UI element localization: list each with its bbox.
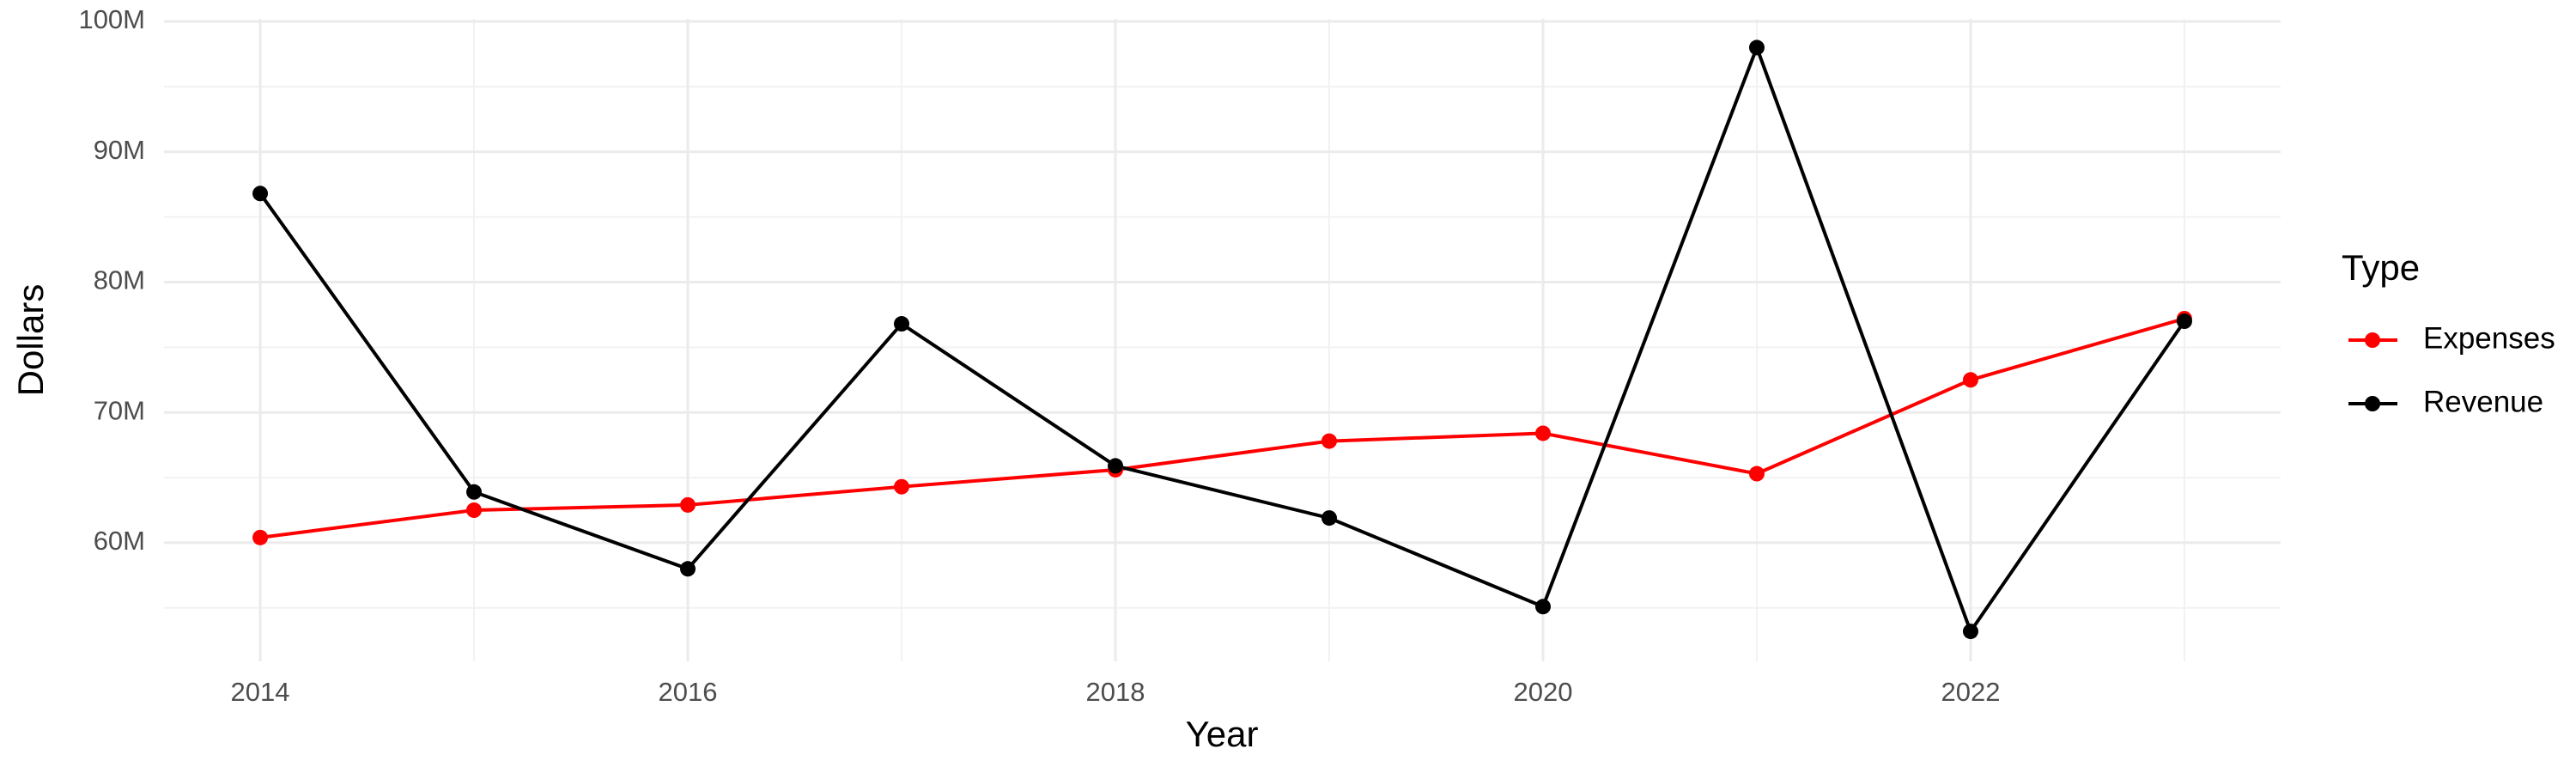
- data-point: [1962, 372, 1978, 388]
- series-line: [259, 317, 2185, 539]
- data-point: [680, 561, 696, 577]
- x-axis-title: Year: [1186, 714, 1259, 754]
- x-tick-label: 2014: [231, 677, 290, 707]
- data-point: [1321, 510, 1337, 526]
- y-tick-label: 60M: [94, 526, 145, 556]
- data-point: [1534, 425, 1551, 441]
- y-tick-label: 90M: [94, 135, 145, 165]
- y-tick-label: 70M: [94, 395, 145, 425]
- legend-key-point: [2365, 396, 2380, 411]
- data-point: [894, 478, 910, 495]
- data-point: [1534, 599, 1551, 615]
- legend-key-point: [2365, 332, 2380, 348]
- data-point: [252, 529, 269, 545]
- grid: [164, 19, 2281, 661]
- x-tick-label: 2020: [1514, 677, 1573, 707]
- x-tick-label: 2018: [1086, 677, 1145, 707]
- y-axis-title: Dollars: [10, 284, 51, 397]
- data-point: [1748, 40, 1765, 56]
- x-tick-label: 2022: [1941, 677, 2000, 707]
- y-tick-label: 80M: [94, 265, 145, 295]
- legend-title: Type: [2342, 247, 2420, 288]
- y-tick-label: 100M: [78, 4, 145, 34]
- data-point: [466, 502, 483, 518]
- legend-label: Revenue: [2423, 385, 2543, 418]
- data-point: [1748, 466, 1765, 482]
- legend-label: Expenses: [2423, 321, 2555, 355]
- series-line: [258, 42, 2186, 636]
- data-point: [894, 316, 910, 332]
- data-point: [1321, 433, 1337, 449]
- data-point: [2176, 313, 2192, 329]
- data-point: [466, 484, 483, 500]
- data-point: [252, 186, 269, 202]
- data-point: [1108, 458, 1124, 474]
- data-point: [1962, 624, 1978, 640]
- data-point: [680, 496, 696, 513]
- x-tick-label: 2016: [659, 677, 718, 707]
